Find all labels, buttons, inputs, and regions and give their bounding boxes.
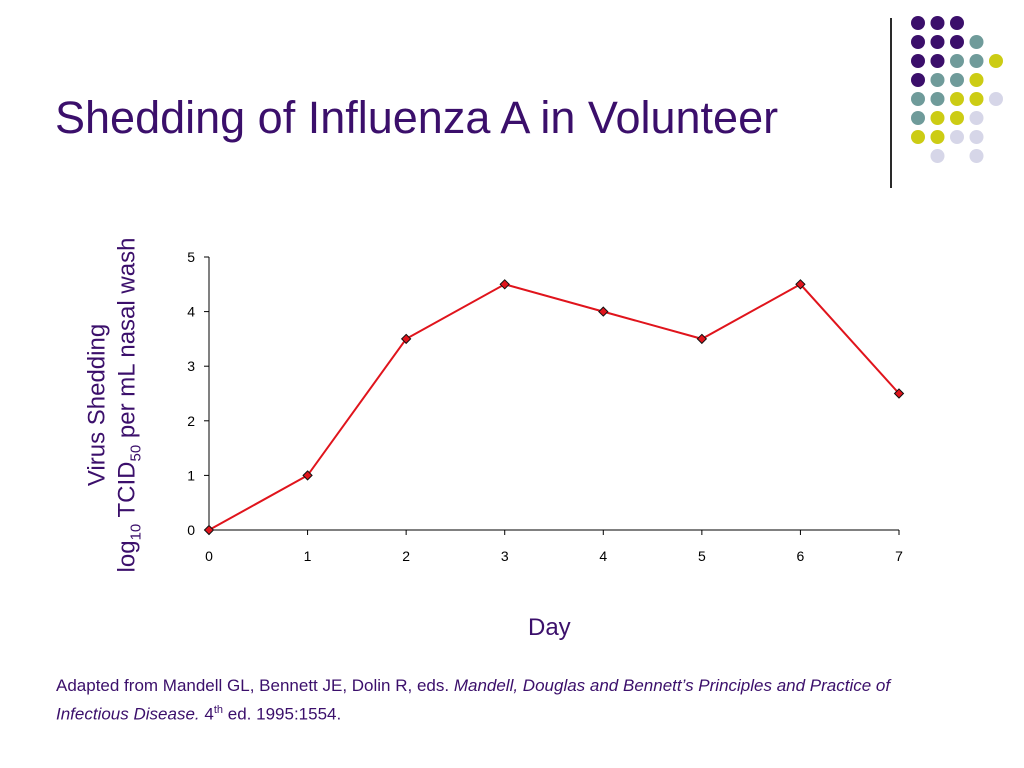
decorative-dot [930, 111, 945, 125]
y-tick-label: 4 [187, 304, 195, 320]
data-point [203, 524, 215, 536]
data-point [696, 333, 708, 345]
citation-italic: Mandell, Douglas and Bennett’s Principle… [56, 676, 891, 724]
y-tick-label: 1 [187, 467, 195, 483]
citation: Adapted from Mandell GL, Bennett JE, Dol… [56, 673, 956, 727]
chart-ticks: 0 1 2 3 4 5 0 1 2 3 4 5 6 7 [187, 249, 903, 564]
decorative-dot [911, 130, 925, 144]
x-axis-label: Day [528, 614, 571, 641]
y-axis-label-rest: per mL nasal wash [113, 237, 141, 439]
y-tick-label: 2 [187, 413, 195, 429]
y-tick-label: 0 [187, 522, 195, 538]
decorative-dot [911, 73, 925, 87]
slide-title: Shedding of Influenza A in Volunteer [55, 92, 779, 143]
decorative-dot [950, 54, 964, 68]
data-point [598, 306, 609, 317]
chart-series [203, 279, 905, 536]
x-tick-label: 5 [698, 548, 706, 564]
decorative-dot [969, 130, 984, 144]
decorative-dot [911, 16, 925, 30]
decorative-dot [911, 35, 925, 49]
citation-rest: ed. 1995:1554. [227, 704, 342, 724]
decorative-dot [911, 54, 925, 68]
decorative-dot [969, 111, 984, 125]
decorative-dot [950, 35, 964, 49]
data-point [499, 279, 510, 290]
decorative-dot [989, 54, 1003, 68]
decorative-dot [930, 149, 945, 163]
decorative-dot [930, 73, 945, 87]
decorative-dot-grid [911, 16, 1003, 163]
decorative-dot [950, 73, 964, 87]
decorative-dot [969, 35, 984, 49]
decorative-dot [969, 149, 984, 163]
y-tick-label: 3 [187, 358, 195, 374]
y-axis-label-tcid-sub: 50 [127, 444, 145, 462]
data-point [302, 470, 313, 481]
data-point [795, 279, 806, 290]
decorative-divider-line [890, 18, 892, 188]
decorative-dot [950, 92, 964, 106]
decorative-dot [989, 92, 1003, 106]
x-tick-label: 7 [895, 548, 903, 564]
y-axis-label-log: log [113, 540, 141, 573]
x-tick-label: 2 [402, 548, 410, 564]
x-tick-label: 0 [205, 548, 213, 564]
decorative-dot [930, 130, 945, 144]
x-tick-label: 1 [304, 548, 312, 564]
decorative-dot [911, 111, 925, 125]
x-tick-label: 6 [797, 548, 805, 564]
decorative-dot [950, 16, 964, 30]
decorative-dot [930, 54, 945, 68]
y-axis-label-tcid: TCID [113, 461, 141, 518]
x-tick-label: 4 [599, 548, 607, 564]
series-line [208, 283, 900, 531]
y-axis-label: Virus Shedding log10 TCID50 per mL nasal… [83, 195, 152, 615]
decorative-dot [950, 111, 964, 125]
decorative-dot [969, 73, 984, 87]
data-point [893, 388, 905, 399]
citation-edition-sup: th [213, 704, 224, 716]
decorative-dot [969, 92, 984, 106]
citation-edition-num: 4 [204, 704, 214, 724]
chart-axes [208, 257, 899, 531]
data-point [400, 333, 412, 345]
y-axis-label-line2: log10 TCID50 per mL nasal wash [113, 195, 152, 615]
decorative-dot [950, 130, 964, 144]
y-axis-label-log-sub: 10 [127, 523, 145, 541]
y-tick-label: 5 [187, 249, 195, 265]
decorative-dot [930, 92, 945, 106]
decorative-dot [930, 35, 945, 49]
decorative-dot [930, 16, 945, 30]
decorative-dot [911, 92, 925, 106]
y-axis-label-line1: Virus Shedding [83, 323, 111, 487]
x-tick-label: 3 [501, 548, 509, 564]
citation-plain: Adapted from Mandell GL, Bennett JE, Dol… [56, 676, 450, 695]
decorative-dot [969, 54, 984, 68]
